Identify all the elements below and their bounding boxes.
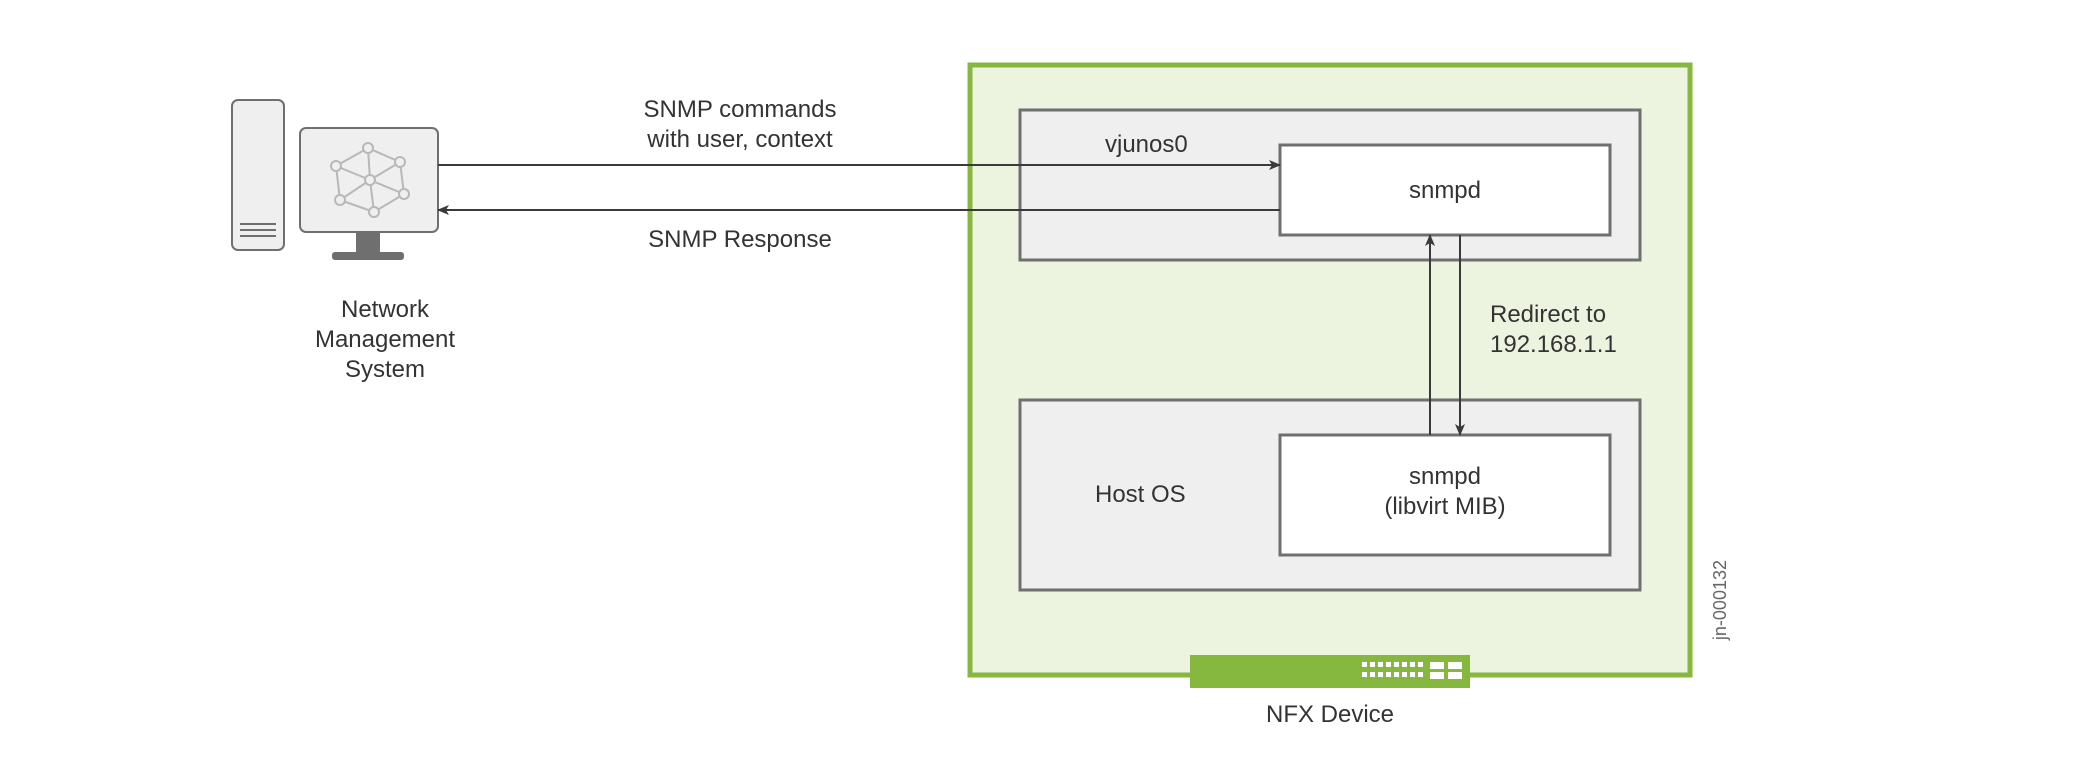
nfx-device-label: NFX Device bbox=[1250, 700, 1410, 730]
request-edge-label: SNMP commandswith user, context bbox=[590, 95, 890, 155]
nfx-outer-box bbox=[970, 65, 1690, 675]
hostos-label: Host OS bbox=[1095, 480, 1215, 510]
vjunos0-label: vjunos0 bbox=[1105, 130, 1225, 160]
diagram-svg bbox=[0, 0, 2100, 774]
nms-label: NetworkManagementSystem bbox=[285, 295, 485, 385]
nfx-device-icon bbox=[1190, 655, 1470, 688]
diagram-canvas: NetworkManagementSystem NFX Device vjuno… bbox=[0, 0, 2100, 774]
nms-monitor-icon bbox=[300, 128, 438, 232]
redirect-edge-label: Redirect to192.168.1.1 bbox=[1490, 300, 1660, 360]
diagram-id-label: jn-000132 bbox=[1710, 560, 1731, 640]
snmpd-bottom-label: snmpd(libvirt MIB) bbox=[1370, 462, 1520, 522]
snmpd-top-label: snmpd bbox=[1400, 176, 1490, 206]
nms-tower-icon bbox=[232, 100, 284, 250]
response-edge-label: SNMP Response bbox=[590, 225, 890, 255]
